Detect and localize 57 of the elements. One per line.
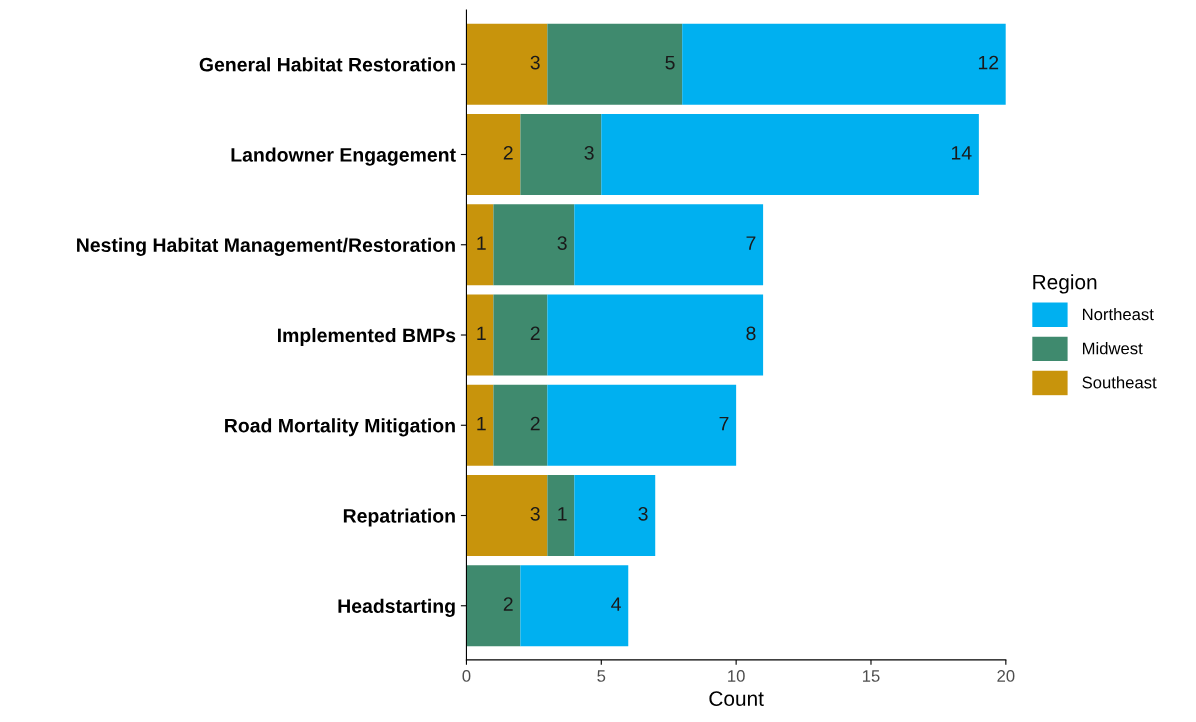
bar	[466, 113, 521, 196]
legend-title: Region	[1033, 274, 1097, 294]
data-label: 2	[503, 597, 513, 611]
bar	[601, 113, 979, 196]
bar	[466, 294, 494, 376]
y-tick-label: Landowner Engagement	[231, 147, 456, 166]
data-label: 12	[978, 55, 999, 70]
legend-label: Northeast	[1082, 308, 1154, 321]
x-tick-label: 15	[862, 670, 880, 682]
y-tick-label: Headstarting	[338, 598, 455, 617]
y-tick-label: Road Mortality Mitigation	[225, 418, 455, 437]
bar	[466, 204, 494, 286]
bar	[574, 474, 656, 557]
y-tick-label: Nesting Habitat Management/Restoration	[77, 237, 455, 256]
y-tick-label: Repatriation	[343, 508, 455, 527]
bar	[547, 23, 683, 105]
bar	[574, 204, 764, 286]
data-label: 7	[719, 416, 729, 431]
y-tick-label: General Habitat Restoration	[199, 57, 455, 72]
x-tick-label: 5	[597, 670, 606, 682]
data-label: 4	[611, 597, 621, 611]
data-label: 3	[557, 236, 567, 250]
bar	[520, 565, 629, 647]
x-axis-title: Count	[709, 691, 764, 707]
data-label: 14	[951, 146, 972, 160]
x-tick-label: 0	[462, 670, 471, 682]
legend-label: Midwest	[1082, 342, 1143, 355]
bar	[466, 384, 494, 466]
bar	[547, 474, 575, 557]
bar	[547, 384, 737, 466]
bar	[466, 474, 548, 557]
data-label: 1	[477, 236, 486, 250]
data-label: 8	[746, 326, 756, 341]
x-tick-label: 20	[997, 670, 1015, 682]
data-label: 3	[530, 55, 540, 70]
bar	[466, 23, 548, 105]
data-label: 3	[638, 506, 648, 521]
data-label: 3	[584, 145, 594, 160]
data-label: 7	[746, 236, 756, 250]
data-label: 5	[665, 55, 675, 70]
data-label: 1	[477, 326, 486, 341]
data-label: 1	[477, 416, 486, 431]
legend-label: Southeast	[1082, 376, 1157, 389]
y-tick-label: Implemented BMPs	[277, 327, 456, 347]
x-tick-label: 10	[728, 670, 745, 682]
bar	[493, 384, 548, 466]
bar	[493, 204, 575, 286]
bar	[466, 565, 521, 647]
bar	[547, 294, 764, 376]
data-label: 2	[530, 326, 540, 341]
bar	[682, 23, 1006, 105]
data-label: 3	[530, 506, 540, 521]
data-label: 2	[503, 145, 513, 160]
data-label: 2	[530, 416, 540, 431]
bar	[493, 294, 548, 376]
bar	[520, 113, 602, 196]
data-label: 1	[558, 507, 567, 521]
